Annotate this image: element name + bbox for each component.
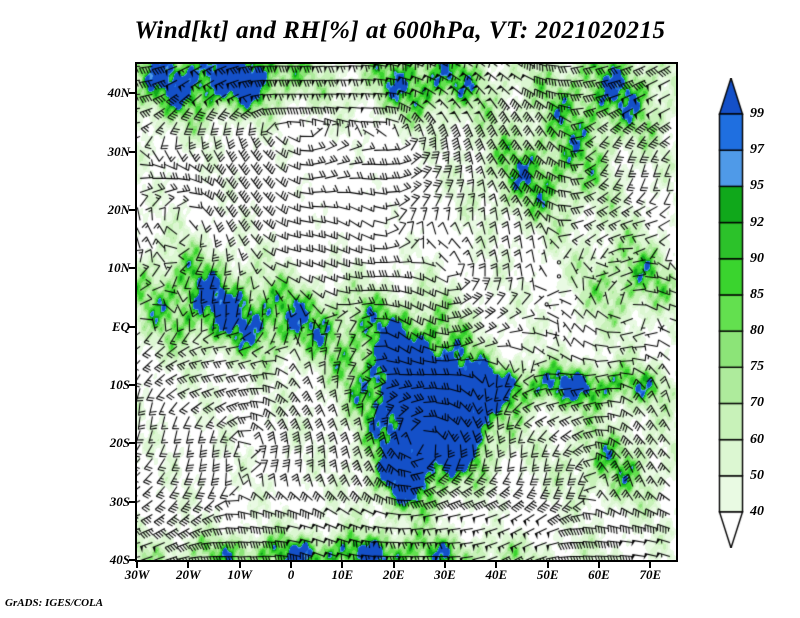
- longitude-tick-label: 30W: [124, 567, 150, 582]
- rh-colorbar-tick-label: 40: [750, 504, 764, 519]
- longitude-tick-mark: [238, 561, 241, 568]
- rh-colorbar-tick-label: 75: [750, 359, 764, 375]
- longitude-tick-label: 30E: [434, 567, 456, 582]
- latitude-tick-mark: [129, 92, 136, 95]
- rh-colorbar-tick-label: 92: [750, 214, 764, 230]
- wind-rh-map-canvas: [137, 64, 676, 560]
- longitude-tick-label: 70E: [639, 567, 662, 582]
- rh-colorbar-tick-label: 80: [750, 323, 764, 339]
- longitude-tick-mark: [546, 561, 549, 568]
- rh-colorbar-tick-label: 85: [750, 286, 764, 302]
- latitude-tick-mark: [129, 383, 136, 386]
- grads-credit: GrADS: IGES/COLA: [5, 597, 104, 609]
- longitude-tick-label: 10W: [227, 567, 252, 582]
- longitude-tick-mark: [290, 561, 292, 568]
- latitude-tick-label: EQ: [111, 318, 130, 334]
- longitude-tick-mark: [598, 561, 600, 568]
- longitude-tick-label: 20W: [176, 567, 201, 582]
- latitude-tick-mark: [129, 500, 136, 503]
- latitude-tick-label: 20N: [107, 201, 130, 217]
- longitude-tick-label: 40E: [485, 567, 508, 582]
- rh-colorbar[interactable]: [718, 78, 744, 548]
- longitude-tick-mark: [341, 561, 344, 568]
- latitude-tick-mark: [129, 559, 136, 561]
- longitude-tick-label: 60E: [588, 567, 610, 582]
- longitude-tick-mark: [444, 561, 446, 568]
- latitude-tick-mark: [129, 150, 136, 153]
- longitude-tick-label: 10E: [331, 567, 354, 582]
- latitude-tick-label: 40N: [107, 85, 130, 101]
- rh-colorbar-tick-label: 70: [750, 395, 764, 411]
- longitude-tick-label: 0: [287, 567, 295, 582]
- latitude-tick-label: 30S: [109, 493, 130, 509]
- rh-colorbar-tick-label: 90: [750, 250, 764, 266]
- latitude-tick-label: 20S: [109, 435, 130, 451]
- rh-colorbar-tick-label: 99: [750, 106, 764, 121]
- latitude-tick-mark: [129, 442, 136, 445]
- rh-colorbar-tick-label: 60: [750, 431, 764, 447]
- longitude-tick-mark: [187, 561, 190, 568]
- latitude-tick-label: 40S: [109, 552, 130, 567]
- rh-colorbar-tick-label: 50: [750, 467, 764, 483]
- latitude-tick-mark: [129, 325, 136, 328]
- longitude-tick-mark: [649, 561, 652, 568]
- longitude-tick-mark: [495, 561, 498, 568]
- latitude-tick-label: 10N: [107, 260, 130, 276]
- longitude-tick-mark: [136, 561, 138, 568]
- latitude-tick-mark: [129, 267, 136, 270]
- rh-colorbar-tick-label: 95: [750, 178, 764, 194]
- rh-colorbar-tick-label: 97: [750, 142, 764, 158]
- latitude-tick-mark: [129, 208, 136, 211]
- longitude-tick-label: 20E: [382, 567, 405, 582]
- latitude-tick-label: 30N: [107, 143, 130, 159]
- latitude-tick-label: 10S: [109, 376, 130, 392]
- longitude-tick-label: 50E: [536, 567, 559, 582]
- map-plot-area[interactable]: [135, 62, 678, 562]
- longitude-tick-mark: [392, 561, 395, 568]
- rh-colorbar-canvas: [718, 78, 744, 548]
- page-title: Wind[kt] and RH[%] at 600hPa, VT: 202102…: [134, 17, 666, 44]
